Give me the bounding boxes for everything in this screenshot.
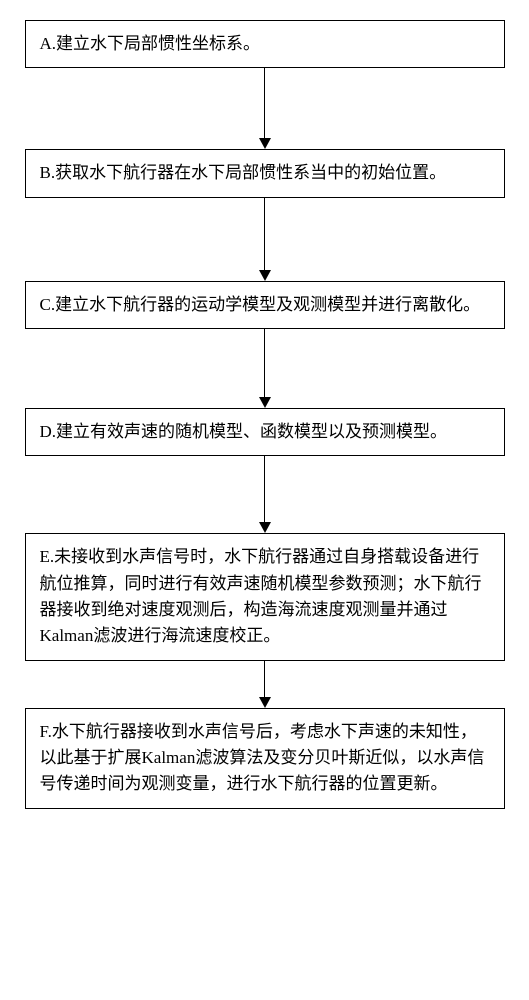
arrow (259, 456, 271, 533)
step-box-a: A.建立水下局部惯性坐标系。 (25, 20, 505, 68)
arrow-line (264, 661, 266, 697)
arrow (259, 661, 271, 708)
arrow-line (264, 456, 266, 522)
arrow-head (259, 270, 271, 281)
arrow-line (264, 68, 266, 138)
step-box-b: B.获取水下航行器在水下局部惯性系当中的初始位置。 (25, 149, 505, 197)
arrow-head (259, 522, 271, 533)
arrow (259, 68, 271, 149)
step-text: A.建立水下局部惯性坐标系。 (40, 31, 261, 57)
step-box-d: D.建立有效声速的随机模型、函数模型以及预测模型。 (25, 408, 505, 456)
step-text: D.建立有效声速的随机模型、函数模型以及预测模型。 (40, 419, 448, 445)
arrow (259, 198, 271, 281)
arrow-line (264, 198, 266, 270)
step-box-e: E.未接收到水声信号时，水下航行器通过自身搭载设备进行航位推算，同时进行有效声速… (25, 533, 505, 660)
step-box-f: F.水下航行器接收到水声信号后，考虑水下声速的未知性，以此基于扩展Kalman滤… (25, 708, 505, 809)
step-text: E.未接收到水声信号时，水下航行器通过自身搭载设备进行航位推算，同时进行有效声速… (40, 547, 482, 645)
arrow-head (259, 697, 271, 708)
step-text: C.建立水下航行器的运动学模型及观测模型并进行离散化。 (40, 292, 481, 318)
arrow-line (264, 329, 266, 397)
flowchart-container: A.建立水下局部惯性坐标系。 B.获取水下航行器在水下局部惯性系当中的初始位置。… (15, 20, 514, 809)
step-text: F.水下航行器接收到水声信号后，考虑水下声速的未知性，以此基于扩展Kalman滤… (40, 722, 485, 794)
arrow (259, 329, 271, 408)
arrow-head (259, 397, 271, 408)
step-box-c: C.建立水下航行器的运动学模型及观测模型并进行离散化。 (25, 281, 505, 329)
step-text: B.获取水下航行器在水下局部惯性系当中的初始位置。 (40, 160, 447, 186)
arrow-head (259, 138, 271, 149)
